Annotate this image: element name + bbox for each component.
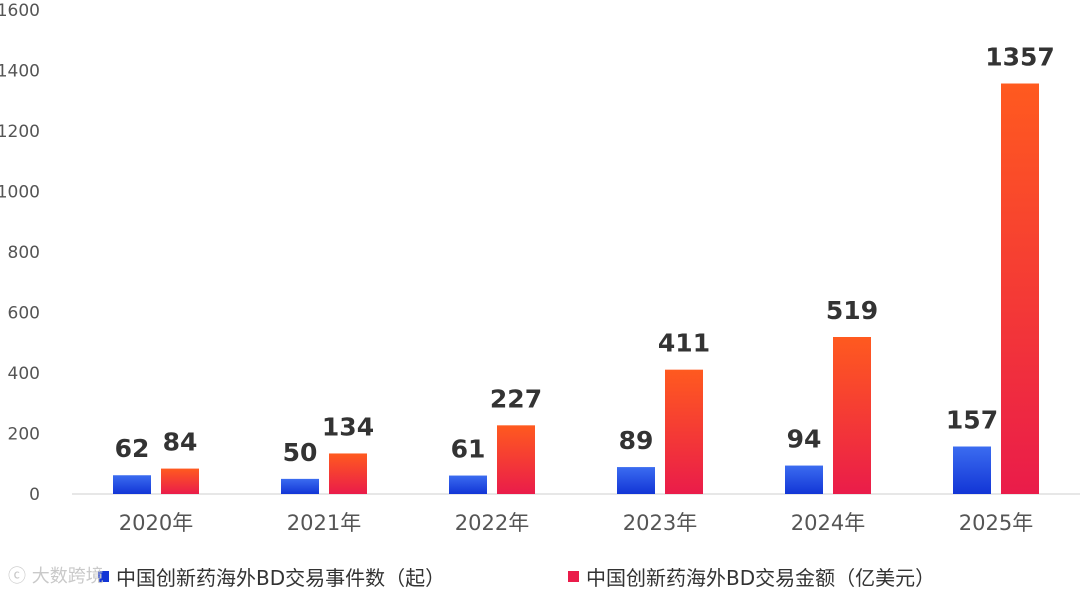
legend-item-count: 中国创新药海外BD交易事件数（起） xyxy=(98,561,445,591)
bar-deal-amount xyxy=(161,468,199,494)
bar-deal-amount xyxy=(665,369,703,494)
watermark-text: 大数跨境 xyxy=(31,566,104,587)
data-label: 157 xyxy=(946,406,998,435)
data-label: 227 xyxy=(490,384,542,413)
data-label: 50 xyxy=(283,438,318,467)
y-tick-label: 1600 xyxy=(0,1,40,21)
legend-swatch-count xyxy=(98,570,109,582)
y-tick-label: 400 xyxy=(8,364,40,384)
legend-label-amount: 中国创新药海外BD交易金额（亿美元） xyxy=(586,565,936,590)
data-label: 89 xyxy=(619,426,654,455)
data-label: 1357 xyxy=(985,43,1055,72)
y-tick-label: 1400 xyxy=(0,62,40,82)
watermark-icon: ⓒ xyxy=(8,566,26,587)
data-label: 94 xyxy=(787,425,822,454)
legend-item-amount: 中国创新药海外BD交易金额（亿美元） xyxy=(568,561,935,591)
y-tick-label: 1000 xyxy=(0,183,40,203)
x-tick-label: 2024年 xyxy=(791,511,865,535)
data-label: 61 xyxy=(451,435,486,464)
y-tick-label: 0 xyxy=(29,485,40,505)
bar-deal-count xyxy=(281,478,319,494)
data-label: 519 xyxy=(826,296,878,325)
data-label: 411 xyxy=(658,329,710,358)
x-tick-label: 2022年 xyxy=(455,511,529,535)
data-label: 62 xyxy=(115,434,150,463)
legend-swatch-amount xyxy=(568,570,579,582)
x-tick-label: 2023年 xyxy=(623,511,697,535)
bar-deal-count xyxy=(617,467,655,494)
y-axis: 0 200 400 600 800 1000 1200 1400 1600 xyxy=(0,1,40,505)
data-label: 84 xyxy=(163,428,198,457)
watermark-logo: ⓒ 大数跨境 xyxy=(8,562,104,588)
x-tick-label: 2025年 xyxy=(959,511,1033,535)
x-tick-label: 2020年 xyxy=(119,511,193,535)
y-tick-label: 800 xyxy=(8,243,40,263)
y-tick-label: 1200 xyxy=(0,122,40,142)
x-axis: 2020年 2021年 2022年 2023年 2024年 2025年 xyxy=(119,511,1033,535)
bar-deal-amount xyxy=(833,337,871,494)
y-tick-label: 600 xyxy=(8,304,40,324)
data-label: 134 xyxy=(322,412,374,441)
y-tick-label: 200 xyxy=(8,425,40,445)
bar-deal-count xyxy=(449,475,487,494)
bar-deal-amount xyxy=(329,453,367,494)
bar-deal-count xyxy=(785,465,823,494)
bar-deal-amount xyxy=(1001,83,1039,494)
bar-deal-amount xyxy=(497,425,535,494)
bar-deal-count xyxy=(113,475,151,494)
x-tick-label: 2021年 xyxy=(287,511,361,535)
legend-label-count: 中国创新药海外BD交易事件数（起） xyxy=(116,565,446,590)
bar-deal-count xyxy=(953,446,991,494)
